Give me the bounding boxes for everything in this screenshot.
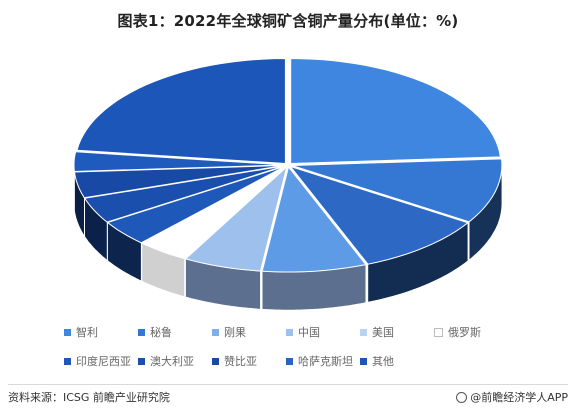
legend-swatch bbox=[360, 357, 367, 365]
legend-label: 秘鲁 bbox=[150, 326, 172, 339]
legend-swatch bbox=[360, 328, 367, 336]
legend-swatch bbox=[212, 357, 219, 365]
brand-logo-icon bbox=[456, 391, 468, 403]
legend-swatch bbox=[434, 327, 443, 337]
pie-slice-7 bbox=[83, 165, 285, 223]
legend-swatch bbox=[138, 328, 145, 336]
legend-item: 秘鲁 bbox=[138, 324, 212, 340]
pie-slice-4 bbox=[184, 165, 288, 272]
pie-slice-2 bbox=[289, 165, 469, 265]
pie-slice-8 bbox=[73, 164, 285, 199]
legend-item: 智利 bbox=[64, 324, 138, 340]
legend-label: 刚果 bbox=[224, 326, 246, 339]
legend-item: 哈萨克斯坦 bbox=[286, 353, 360, 369]
legend-label: 澳大利亚 bbox=[150, 355, 194, 368]
source-note: 资料来源：ICSG 前瞻产业研究院 bbox=[8, 391, 170, 404]
legend-label: 俄罗斯 bbox=[448, 326, 481, 339]
brand-text: @前瞻经济学人APP bbox=[470, 391, 568, 404]
legend-label: 赞比亚 bbox=[224, 355, 257, 368]
legend-label: 哈萨克斯坦 bbox=[298, 355, 353, 368]
legend-label: 美国 bbox=[372, 326, 394, 339]
pie-slice-9 bbox=[73, 151, 285, 173]
legend-label: 其他 bbox=[372, 355, 394, 368]
legend-swatch bbox=[212, 328, 219, 336]
pie-slice-6 bbox=[106, 165, 286, 244]
footer-divider bbox=[8, 384, 568, 385]
legend-swatch bbox=[286, 357, 293, 365]
legend-label: 智利 bbox=[76, 326, 98, 339]
chart-title: 图表1：2022年全球铜矿含铜产量分布(单位：%) bbox=[117, 12, 459, 30]
pie-slice-1 bbox=[291, 158, 503, 223]
legend-swatch bbox=[286, 328, 293, 336]
legend-swatch bbox=[64, 357, 71, 365]
legend-item: 印度尼西亚 bbox=[64, 353, 138, 369]
legend-item: 美国 bbox=[360, 324, 434, 340]
legend-item: 赞比亚 bbox=[212, 353, 286, 369]
pie-slice-5 bbox=[140, 166, 286, 260]
legend-swatch bbox=[138, 357, 145, 365]
pie-slice-10 bbox=[76, 57, 286, 165]
legend-item: 中国 bbox=[286, 324, 360, 340]
legend-item: 澳大利亚 bbox=[138, 353, 212, 369]
pie-top-faces bbox=[73, 57, 503, 273]
pie-slice-3 bbox=[261, 165, 367, 273]
legend-item: 其他 bbox=[360, 353, 434, 369]
brand-credit: @前瞻经济学人APP bbox=[456, 389, 568, 405]
pie-slice-0 bbox=[290, 57, 501, 165]
pie-chart bbox=[73, 57, 503, 311]
legend-label: 印度尼西亚 bbox=[76, 355, 131, 368]
chart-legend: 智利 秘鲁 刚果 中国 美国 俄罗斯印度尼西亚 澳大利亚 赞比亚 哈萨克斯坦 其他 bbox=[64, 324, 524, 369]
legend-item: 俄罗斯 bbox=[434, 324, 508, 340]
legend-item: 刚果 bbox=[212, 324, 286, 340]
legend-swatch bbox=[64, 328, 71, 336]
legend-label: 中国 bbox=[298, 326, 320, 339]
